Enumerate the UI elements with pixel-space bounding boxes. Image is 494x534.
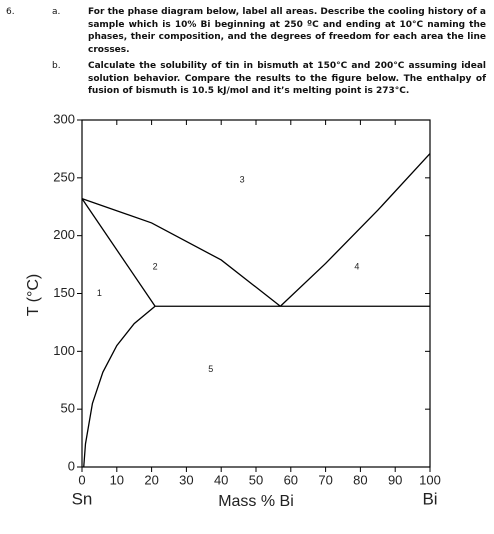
- x-tick-label: 40: [214, 472, 228, 487]
- part-label: a.: [52, 7, 61, 17]
- phase-boundary: [81, 198, 156, 307]
- phase-boundary: [81, 198, 281, 307]
- region-label: 1: [97, 288, 102, 298]
- y-axis-label: T (°C): [25, 274, 42, 317]
- y-tick-label: 150: [53, 285, 75, 300]
- phase-boundary: [279, 153, 431, 307]
- x-tick-label: 0: [78, 472, 85, 487]
- y-tick-label: 0: [68, 458, 75, 473]
- x-tick-label: 80: [353, 472, 367, 487]
- x-tick-label: 90: [388, 472, 402, 487]
- x-tick-label: 30: [179, 472, 193, 487]
- x-tick-label: 50: [249, 472, 263, 487]
- y-tick-label: 200: [53, 227, 75, 242]
- y-tick-label: 100: [53, 343, 75, 358]
- x-tick-label: 70: [318, 472, 332, 487]
- part-text: Calculate the solubility of tin in bismu…: [88, 61, 486, 96]
- x-tick-label: 10: [110, 472, 124, 487]
- end-label: Bi: [422, 489, 437, 508]
- region-label: 5: [208, 364, 213, 374]
- part-text: For the phase diagram below, label all a…: [88, 7, 486, 55]
- region-label: 3: [240, 175, 245, 185]
- x-axis-label: Mass % Bi: [218, 493, 294, 510]
- region-label: 2: [153, 261, 158, 271]
- x-tick-label: 20: [144, 472, 158, 487]
- x-tick-label: 60: [284, 472, 298, 487]
- y-tick-label: 50: [61, 401, 75, 416]
- y-tick-label: 300: [53, 111, 75, 126]
- plot-frame: [81, 119, 431, 468]
- region-label: 4: [354, 261, 359, 271]
- part-label: b.: [52, 61, 61, 71]
- question-number: 6.: [6, 7, 15, 17]
- x-tick-label: 100: [419, 472, 441, 487]
- y-tick-label: 250: [53, 169, 75, 184]
- phase-boundary: [83, 305, 156, 468]
- end-label: Sn: [72, 489, 93, 508]
